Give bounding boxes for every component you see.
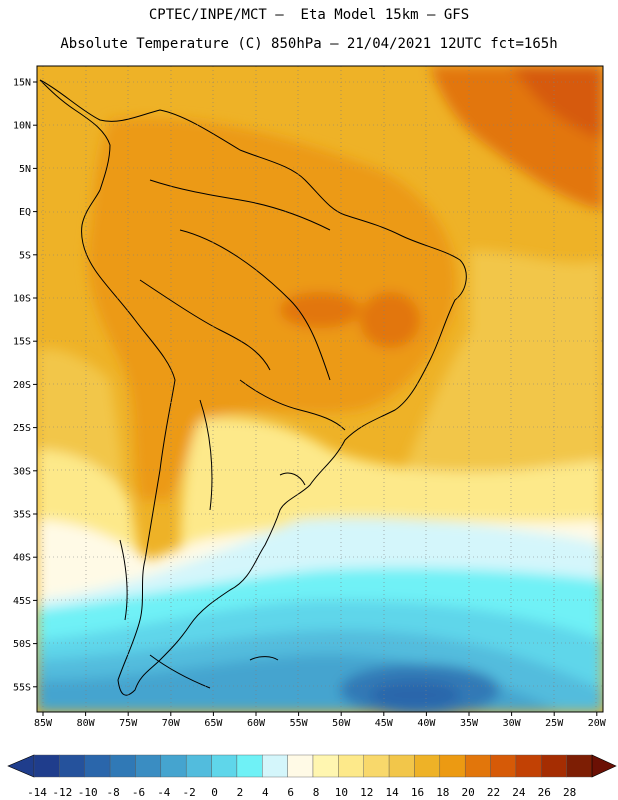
colorbar-tick-label: -12 — [52, 786, 72, 799]
colorbar-tick-label: 22 — [487, 786, 500, 799]
colorbar-swatch — [33, 754, 60, 778]
lat-tick-label: 15S — [13, 337, 31, 348]
falklands — [249, 656, 279, 661]
colorbar-arrow-high — [591, 754, 617, 778]
colorbar-swatch — [160, 754, 187, 778]
colorbar-tick-label: 8 — [313, 786, 320, 799]
field-18-20 — [87, 118, 457, 500]
lat-tick-label: 5N — [19, 164, 31, 175]
colorbar-swatch — [59, 754, 85, 778]
colorbar-swatch — [490, 754, 517, 778]
rio-de-la-plata — [279, 472, 306, 486]
lat-tick-label: 5S — [19, 250, 31, 261]
map-frame — [36, 65, 604, 713]
colorbar-tick-label: -2 — [183, 786, 196, 799]
temperature-field — [37, 66, 603, 712]
lat-tick-label: 15N — [13, 78, 31, 89]
lon-tick-label: 60W — [247, 718, 266, 729]
colorbar-swatch — [287, 754, 314, 778]
lat-tick-label: 35S — [13, 510, 31, 521]
colorbar-tick-label: 16 — [411, 786, 424, 799]
field-14-16-east — [400, 250, 603, 480]
colorbar-tick-label: 2 — [237, 786, 244, 799]
border-peru-bolivia — [139, 279, 271, 371]
lat-tick-label: 10S — [13, 294, 31, 305]
lon-tick-label: 20W — [588, 718, 607, 729]
colorbar-swatch — [566, 754, 593, 778]
colorbar-arrow-low — [7, 754, 35, 778]
lat-tick-label: 10N — [13, 121, 31, 132]
lat-tick-label: 45S — [13, 596, 31, 607]
lat-tick-label: 20S — [13, 380, 31, 391]
colorbar-tick-label: -6 — [132, 786, 145, 799]
colorbar-tick-label: 10 — [335, 786, 348, 799]
longitude-axis: 85W 80W 75W 70W 65W 60W 55W 50W 45W 40W 35W 30W 25W 2… — [34, 712, 607, 729]
hotspot-central — [280, 292, 360, 328]
border-paraguay — [239, 379, 346, 431]
lon-tick-label: 40W — [417, 718, 436, 729]
lat-tick-label: 30S — [13, 466, 31, 477]
lon-tick-label: 50W — [332, 718, 351, 729]
colorbar-tick-label: -4 — [157, 786, 171, 799]
colorbar-tick-label: 6 — [287, 786, 294, 799]
lat-tick-label: 40S — [13, 553, 31, 564]
lon-tick-label: 75W — [119, 718, 138, 729]
colorbar-swatch — [388, 754, 415, 778]
lon-tick-label: 65W — [204, 718, 223, 729]
border-argentina-chile — [199, 399, 213, 511]
lon-tick-label: 55W — [290, 718, 309, 729]
figure-subtitle: Absolute Temperature (C) 850hPa – 21/04/… — [60, 36, 558, 52]
colorbar-swatch — [211, 754, 238, 778]
colorbar-swatch — [414, 754, 441, 778]
colorbar-tick-label: 12 — [360, 786, 373, 799]
colorbar-tick-label: 26 — [538, 786, 551, 799]
lat-tick-label: EQ — [19, 207, 31, 218]
colorbar-tick-label: 0 — [211, 786, 218, 799]
colorbar-tick-label: 28 — [563, 786, 576, 799]
figure-title: CPTEC/INPE/MCT – Eta Model 15km – GFS — [148, 7, 470, 23]
chile-coast — [119, 539, 128, 621]
colorbar-tick-label: 4 — [262, 786, 269, 799]
colorbar-swatch — [185, 754, 212, 778]
field-neg10-neg8 — [370, 681, 460, 709]
colorbar-swatch — [363, 754, 390, 778]
lon-tick-label: 25W — [545, 718, 564, 729]
colorbar-swatch — [541, 754, 567, 778]
colorbar-tick-label: -8 — [106, 786, 119, 799]
colorbar-swatch — [262, 754, 288, 778]
colorbar: -14 -12 -10 -8 -6 -4 -2 0 2 4 6 8 10 12 14 16 18 20 22 24 26… — [7, 754, 617, 799]
hotspot-east — [360, 292, 420, 348]
colorbar-tick-label: 18 — [436, 786, 449, 799]
lon-tick-label: 35W — [460, 718, 479, 729]
colorbar-tick-label: 24 — [512, 786, 526, 799]
lat-tick-label: 55S — [13, 682, 31, 693]
colorbar-swatch — [109, 754, 136, 778]
south-america-outline — [39, 79, 467, 696]
lat-tick-label: 50S — [13, 639, 31, 650]
colorbar-swatch — [464, 754, 491, 778]
colorbar-swatch — [135, 754, 162, 778]
colorbar-swatch — [439, 754, 466, 778]
lon-tick-label: 70W — [162, 718, 181, 729]
colorbar-tick-label: -10 — [78, 786, 98, 799]
border-north — [149, 179, 331, 231]
colorbar-swatch — [515, 754, 542, 778]
colorbar-swatch — [84, 754, 111, 778]
colorbar-swatch — [338, 754, 364, 778]
tierra-del-fuego — [149, 654, 211, 689]
lat-tick-label: 25S — [13, 423, 31, 434]
lon-tick-label: 45W — [375, 718, 394, 729]
lon-tick-label: 85W — [34, 718, 53, 729]
lon-tick-label: 80W — [77, 718, 96, 729]
colorbar-tick-label: 20 — [462, 786, 475, 799]
latitude-axis: 15N 10N 5N EQ 5S 10S 15S 20S 25S 30S 35S 40S 45S 50S 5… — [13, 78, 37, 693]
colorbar-tick-label: 14 — [385, 786, 399, 799]
field-22-24 — [510, 66, 603, 140]
colorbar-swatch — [312, 754, 339, 778]
lon-tick-label: 30W — [503, 718, 522, 729]
colorbar-tick-label: -14 — [27, 786, 47, 799]
colorbar-swatch — [236, 754, 263, 778]
